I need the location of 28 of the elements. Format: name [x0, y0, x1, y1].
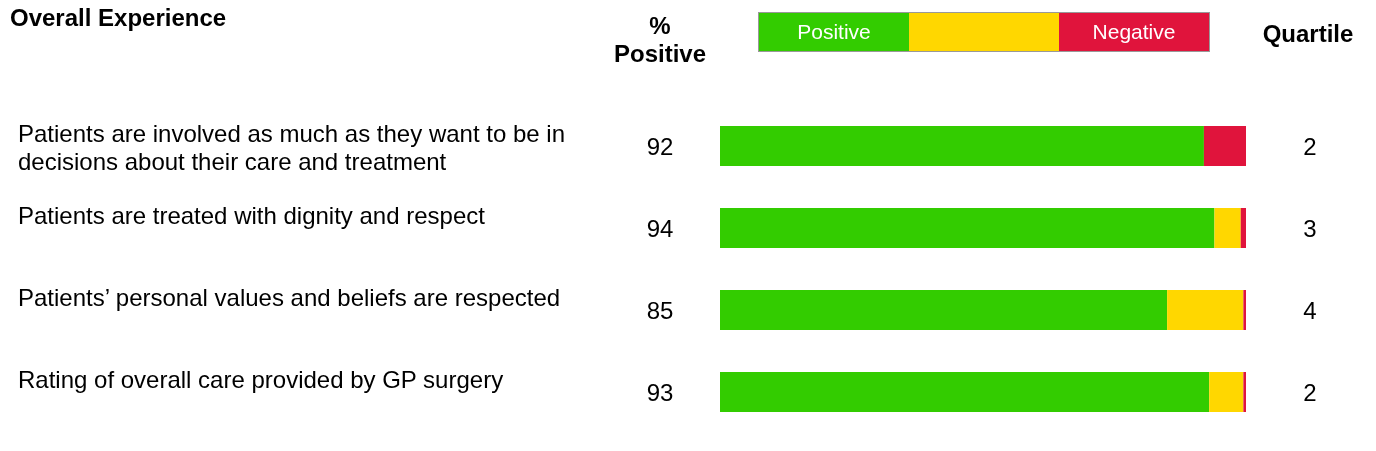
text: Quartile [1261, 20, 1355, 48]
y-tick-label: Patients are involved as much as they want to be in decisions about their care and treatment [18, 119, 565, 175]
y-tick-label: Rating of overall care provided by GP surgery [18, 365, 504, 393]
text: Negative [1059, 13, 1209, 51]
text: % Positive [612, 12, 707, 68]
y-tick-label: Patients are treated with dignity and respect [18, 201, 486, 229]
bar [1240, 208, 1246, 248]
y-tick-label: Patients’ personal values and beliefs are respected [18, 283, 561, 311]
bar [720, 126, 1204, 166]
bar [720, 208, 1215, 248]
bar [1243, 372, 1246, 412]
bar [720, 372, 1210, 412]
text: 2 [1303, 132, 1317, 160]
data-label: 85 [646, 296, 674, 324]
data-label: 92 [646, 132, 674, 160]
text: 2 [1303, 378, 1317, 406]
bar [1209, 372, 1244, 412]
data-label: 94 [646, 214, 674, 242]
bar [1203, 126, 1246, 166]
text: Positive [759, 13, 909, 51]
text: 3 [1303, 214, 1317, 242]
text: 4 [1303, 296, 1317, 324]
data-label: 93 [646, 378, 674, 406]
bar [1214, 208, 1241, 248]
bar [1243, 290, 1246, 330]
bar [720, 290, 1168, 330]
text: Overall Experience [10, 4, 227, 32]
bar [1167, 290, 1244, 330]
